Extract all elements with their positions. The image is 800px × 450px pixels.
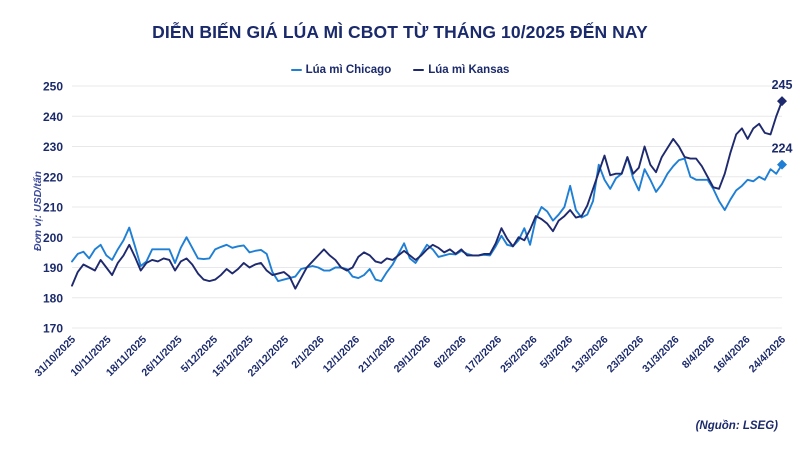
x-axis-tick-label: 29/1/2026	[392, 334, 434, 376]
y-axis-tick-label: 250	[43, 80, 63, 94]
legend-item-chicago[interactable]: Lúa mì Chicago	[290, 64, 392, 76]
legend-label-chicago: Lúa mì Chicago	[305, 64, 392, 76]
x-axis-tick-label: 17/2/2026	[463, 334, 505, 376]
y-axis-tick-label: 200	[43, 231, 63, 245]
legend-item-kansas[interactable]: Lúa mì Kansas	[413, 64, 509, 76]
series-line-chicago	[71, 156, 783, 283]
end-marker-chicago	[777, 159, 787, 170]
legend-swatch-chicago	[290, 68, 302, 72]
chart-legend: Lúa mì Chicago Lúa mì Kansas	[0, 64, 800, 76]
legend-label-kansas: Lúa mì Kansas	[428, 64, 510, 76]
x-axis-tick-label: 16/4/2026	[711, 334, 753, 376]
page-title: DIỄN BIẾN GIÁ LÚA MÌ CBOT TỪ THÁNG 10/20…	[152, 22, 648, 42]
legend-swatch-kansas	[413, 68, 425, 72]
end-value-label-kansas: 245	[772, 78, 793, 92]
y-axis-tick-label: 230	[43, 140, 63, 154]
series-line-kansas	[71, 100, 783, 290]
x-axis-tick-label: 13/3/2026	[569, 334, 611, 376]
y-axis-tick-label: 190	[43, 261, 63, 275]
end-marker-kansas	[777, 96, 787, 107]
source-note: (Nguồn: LSEG)	[695, 420, 778, 432]
y-axis-tick-label: 220	[43, 170, 63, 184]
x-axis-tick-label: 23/3/2026	[605, 334, 647, 376]
x-axis-tick-label: 31/3/2026	[640, 334, 682, 376]
x-axis-tick-label: 25/2/2026	[498, 334, 540, 376]
y-axis-tick-label: 210	[43, 201, 63, 215]
x-axis-tick-label: 12/1/2026	[321, 334, 363, 376]
end-value-label-chicago: 224	[772, 142, 793, 156]
y-axis-tick-label: 180	[43, 291, 63, 305]
x-axis-tick-label: 21/1/2026	[356, 334, 398, 376]
x-axis-tick-label: 24/4/2026	[747, 334, 789, 376]
y-axis-tick-label: 170	[43, 322, 63, 336]
y-axis-tick-label: 240	[43, 110, 63, 124]
